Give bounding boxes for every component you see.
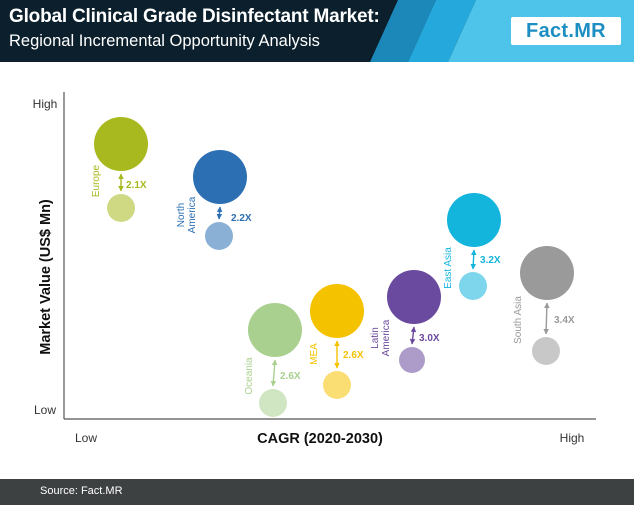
bubble-oceania-2020 [259,389,287,417]
region-label-oceania: Oceania [244,357,255,395]
growth-arrow-latin-america [409,326,417,345]
bubble-south-asia-2020 [532,337,560,365]
bubble-mea-2030 [310,284,364,338]
multiplier-label-mea: 2.6X [343,350,364,361]
logo-text: Fact.MR [526,19,606,42]
multiplier-label-latin-america: 3.0X [419,333,440,344]
bubble-mea-2020 [323,371,351,399]
bubble-chart: High Low Low High CAGR (2020-2030) Marke… [33,92,596,447]
bubble-east-asia-2030 [447,193,501,247]
region-label-latin-america: LatinAmerica [370,319,392,356]
multiplier-label-oceania: 2.6X [280,371,301,382]
bubble-north-america-2030 [193,150,247,204]
multiplier-label-north-america: 2.2X [231,213,252,224]
bubble-latin-america-2020 [399,347,425,373]
growth-arrow-south-asia [543,302,550,335]
bubble-europe-2030 [94,117,148,171]
bubble-europe-2020 [107,194,135,222]
region-europe: 2.1X Europe [91,117,148,222]
header: Global Clinical Grade Disinfectant Marke… [0,0,634,62]
multiplier-label-south-asia: 3.4X [554,315,575,326]
growth-arrow-north-america [216,206,223,220]
region-oceania: 2.6X Oceania [244,303,302,417]
x-tick-high: High [560,431,585,445]
bubble-east-asia-2020 [459,272,487,300]
region-east-asia: 3.2X East Asia [443,193,501,300]
multiplier-label-europe: 2.1X [126,180,147,191]
chart-title: Global Clinical Grade Disinfectant Marke… [9,6,380,27]
x-tick-low: Low [75,431,97,445]
region-label-south-asia: South Asia [513,296,524,344]
source-text: Source: Fact.MR [40,485,123,497]
x-axis-label: CAGR (2020-2030) [257,431,383,447]
bubbles-layer: 2.1XEurope2.2XNorthAmerica2.6XOceania2.6… [91,117,575,417]
bubble-south-asia-2030 [520,246,574,300]
y-tick-low: Low [34,403,56,417]
region-latin-america: 3.0X LatinAmerica [370,270,441,373]
region-north-america: 2.2X NorthAmerica [176,150,252,250]
bubble-north-america-2020 [205,222,233,250]
growth-arrow-east-asia [470,249,477,270]
region-label-east-asia: East Asia [443,247,454,289]
chart-subtitle: Regional Incremental Opportunity Analysi… [9,32,320,50]
region-mea: 2.6X MEA [309,284,364,399]
region-south-asia: 3.4X South Asia [513,246,575,365]
y-tick-high: High [33,97,58,111]
bubble-oceania-2030 [248,303,302,357]
bubble-latin-america-2030 [387,270,441,324]
region-label-europe: Europe [91,164,102,197]
y-axis-label: Market Value (US$ Mn) [38,199,54,355]
multiplier-label-east-asia: 3.2X [480,255,501,266]
footer: Source: Fact.MR [0,479,634,505]
factmr-logo: Fact.MR [511,17,621,45]
region-label-north-america: NorthAmerica [176,196,198,233]
growth-arrow-oceania [270,359,278,387]
region-label-mea: MEA [309,343,320,365]
